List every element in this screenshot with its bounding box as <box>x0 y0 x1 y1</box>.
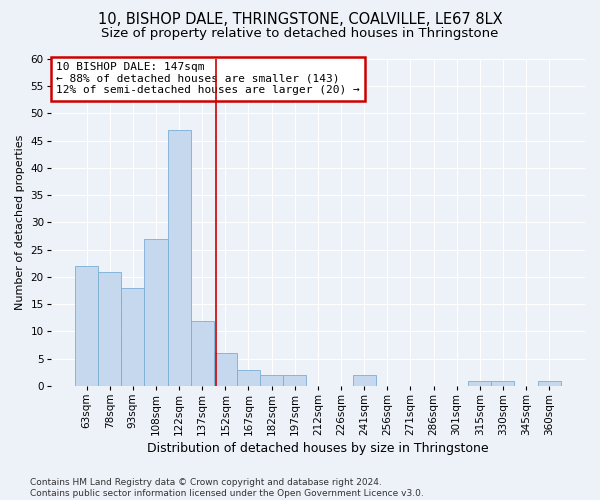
Bar <box>191 320 214 386</box>
Bar <box>145 239 167 386</box>
Bar <box>468 380 491 386</box>
Bar <box>167 130 191 386</box>
Bar <box>98 272 121 386</box>
Y-axis label: Number of detached properties: Number of detached properties <box>15 135 25 310</box>
Bar <box>538 380 561 386</box>
Bar <box>121 288 145 386</box>
Text: 10 BISHOP DALE: 147sqm
← 88% of detached houses are smaller (143)
12% of semi-de: 10 BISHOP DALE: 147sqm ← 88% of detached… <box>56 62 360 96</box>
Bar <box>353 375 376 386</box>
Bar <box>237 370 260 386</box>
Text: Size of property relative to detached houses in Thringstone: Size of property relative to detached ho… <box>101 28 499 40</box>
X-axis label: Distribution of detached houses by size in Thringstone: Distribution of detached houses by size … <box>147 442 488 455</box>
Bar <box>491 380 514 386</box>
Bar <box>75 266 98 386</box>
Bar <box>214 354 237 386</box>
Text: 10, BISHOP DALE, THRINGSTONE, COALVILLE, LE67 8LX: 10, BISHOP DALE, THRINGSTONE, COALVILLE,… <box>98 12 502 28</box>
Text: Contains HM Land Registry data © Crown copyright and database right 2024.
Contai: Contains HM Land Registry data © Crown c… <box>30 478 424 498</box>
Bar <box>260 375 283 386</box>
Bar <box>283 375 307 386</box>
